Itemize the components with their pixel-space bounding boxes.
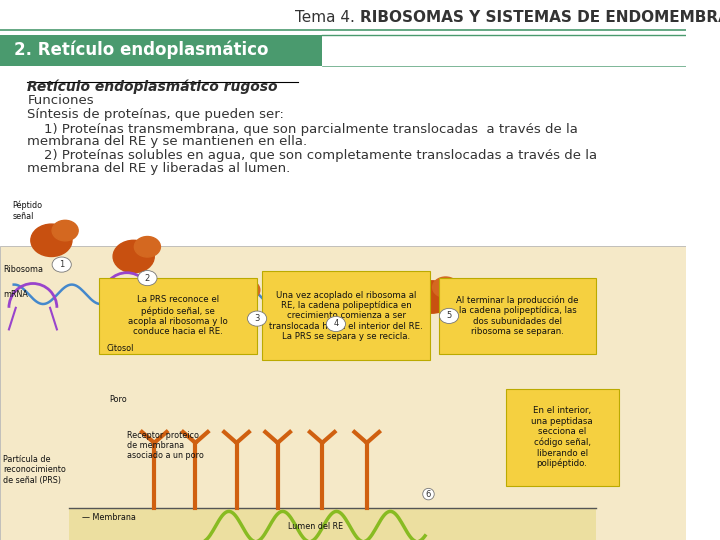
Circle shape xyxy=(31,224,72,256)
Text: membrana del RE y se mantienen en ella.: membrana del RE y se mantienen en ella. xyxy=(27,135,307,148)
Circle shape xyxy=(135,237,161,257)
Circle shape xyxy=(52,220,78,241)
Text: mRNA: mRNA xyxy=(4,290,28,299)
Text: 6: 6 xyxy=(426,490,431,498)
Text: Al terminar la producción de
la cadena polipeptídica, las
dos subunidades del
ri: Al terminar la producción de la cadena p… xyxy=(456,295,579,336)
Circle shape xyxy=(212,284,253,316)
Text: Partícula de
reconocimiento
de señal (PRS): Partícula de reconocimiento de señal (PR… xyxy=(4,455,66,485)
FancyBboxPatch shape xyxy=(0,35,323,66)
Text: Tema 4.: Tema 4. xyxy=(295,10,360,25)
Text: Una vez acoplado el ribosoma al
RE, la cadena polipeptídica en
crecimiento comie: Una vez acoplado el ribosoma al RE, la c… xyxy=(269,291,423,341)
Text: 2: 2 xyxy=(145,274,150,282)
Circle shape xyxy=(138,271,157,286)
Text: Poro: Poro xyxy=(109,395,127,404)
Text: Lumen del RE: Lumen del RE xyxy=(288,522,343,531)
Text: — Membrana: — Membrana xyxy=(82,513,136,522)
Text: 3: 3 xyxy=(254,314,260,323)
Text: 5: 5 xyxy=(446,312,451,320)
FancyBboxPatch shape xyxy=(68,508,596,540)
FancyBboxPatch shape xyxy=(0,246,685,540)
Text: Funciones: Funciones xyxy=(27,94,94,107)
Circle shape xyxy=(433,277,459,298)
Circle shape xyxy=(320,282,346,303)
Text: En el interior,
una peptidasa
secciona el
código señal,
liberando el
polipéptido: En el interior, una peptidasa secciona e… xyxy=(531,406,593,469)
Text: 4: 4 xyxy=(333,320,338,328)
FancyBboxPatch shape xyxy=(505,389,618,486)
Circle shape xyxy=(326,316,346,332)
FancyBboxPatch shape xyxy=(99,278,257,354)
Circle shape xyxy=(439,308,459,323)
Text: 2) Proteínas solubles en agua, que son completamente translocadas a través de la: 2) Proteínas solubles en agua, que son c… xyxy=(27,149,598,162)
Text: Citosol: Citosol xyxy=(107,344,134,353)
Text: La PRS reconoce el
péptido señal, se
acopla al ribosoma y lo
conduce hacia el RE: La PRS reconoce el péptido señal, se aco… xyxy=(128,295,228,336)
Circle shape xyxy=(52,257,71,272)
Text: 2. Retículo endoplasmático: 2. Retículo endoplasmático xyxy=(14,41,269,59)
Text: 1) Proteínas transmembrana, que son parcialmente translocadas  a través de la: 1) Proteínas transmembrana, que son parc… xyxy=(27,123,578,136)
FancyBboxPatch shape xyxy=(438,278,596,354)
Text: Péptido
señal: Péptido señal xyxy=(12,201,42,220)
Circle shape xyxy=(248,311,266,326)
Circle shape xyxy=(298,286,339,319)
Text: Síntesis de proteínas, que pueden ser:: Síntesis de proteínas, que pueden ser: xyxy=(27,108,284,121)
Circle shape xyxy=(411,281,452,313)
Text: Receptor proteico
de membrana
asociado a un poro: Receptor proteico de membrana asociado a… xyxy=(127,430,204,461)
FancyBboxPatch shape xyxy=(262,271,430,361)
Text: Ribosoma: Ribosoma xyxy=(4,266,43,274)
Text: Retículo endoplasmático rugoso: Retículo endoplasmático rugoso xyxy=(27,79,278,94)
Circle shape xyxy=(234,280,260,300)
Circle shape xyxy=(113,240,154,273)
Text: membrana del RE y liberadas al lumen.: membrana del RE y liberadas al lumen. xyxy=(27,162,291,175)
Text: 1: 1 xyxy=(59,260,64,269)
Text: RIBOSOMAS Y SISTEMAS DE ENDOMEMBRANAS: RIBOSOMAS Y SISTEMAS DE ENDOMEMBRANAS xyxy=(360,10,720,25)
